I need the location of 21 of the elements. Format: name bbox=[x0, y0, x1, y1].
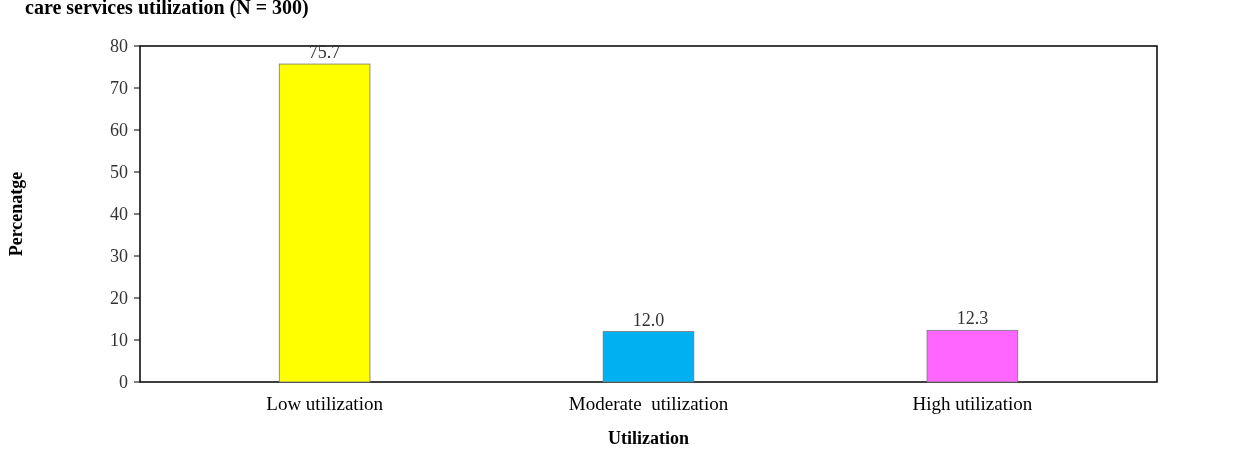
y-tick-label: 10 bbox=[110, 330, 128, 351]
data-label: 12.3 bbox=[956, 308, 989, 329]
bar bbox=[926, 329, 1019, 383]
y-tick-label: 40 bbox=[110, 204, 128, 225]
x-tick-label: High utilization bbox=[912, 393, 1033, 414]
y-tick-label: 50 bbox=[110, 162, 128, 183]
y-tick-label: 0 bbox=[119, 372, 128, 393]
y-tick-label: 60 bbox=[110, 120, 128, 141]
data-label: 12.0 bbox=[632, 309, 665, 330]
y-axis-title: Percenatge bbox=[6, 171, 26, 257]
y-tick-label: 30 bbox=[110, 246, 128, 267]
x-axis-title: Utilization bbox=[608, 428, 689, 448]
bar bbox=[602, 331, 695, 383]
x-tick-label: Low utilization bbox=[266, 393, 384, 414]
data-label: 75.7 bbox=[308, 42, 341, 63]
y-tick-label: 20 bbox=[110, 288, 128, 309]
bar bbox=[278, 63, 371, 383]
y-tick-label: 70 bbox=[110, 78, 128, 99]
chart-title: care services utilization (N = 300) bbox=[25, 0, 309, 19]
x-tick-label: Moderate utilization bbox=[568, 393, 729, 414]
y-tick-label: 80 bbox=[110, 36, 128, 57]
